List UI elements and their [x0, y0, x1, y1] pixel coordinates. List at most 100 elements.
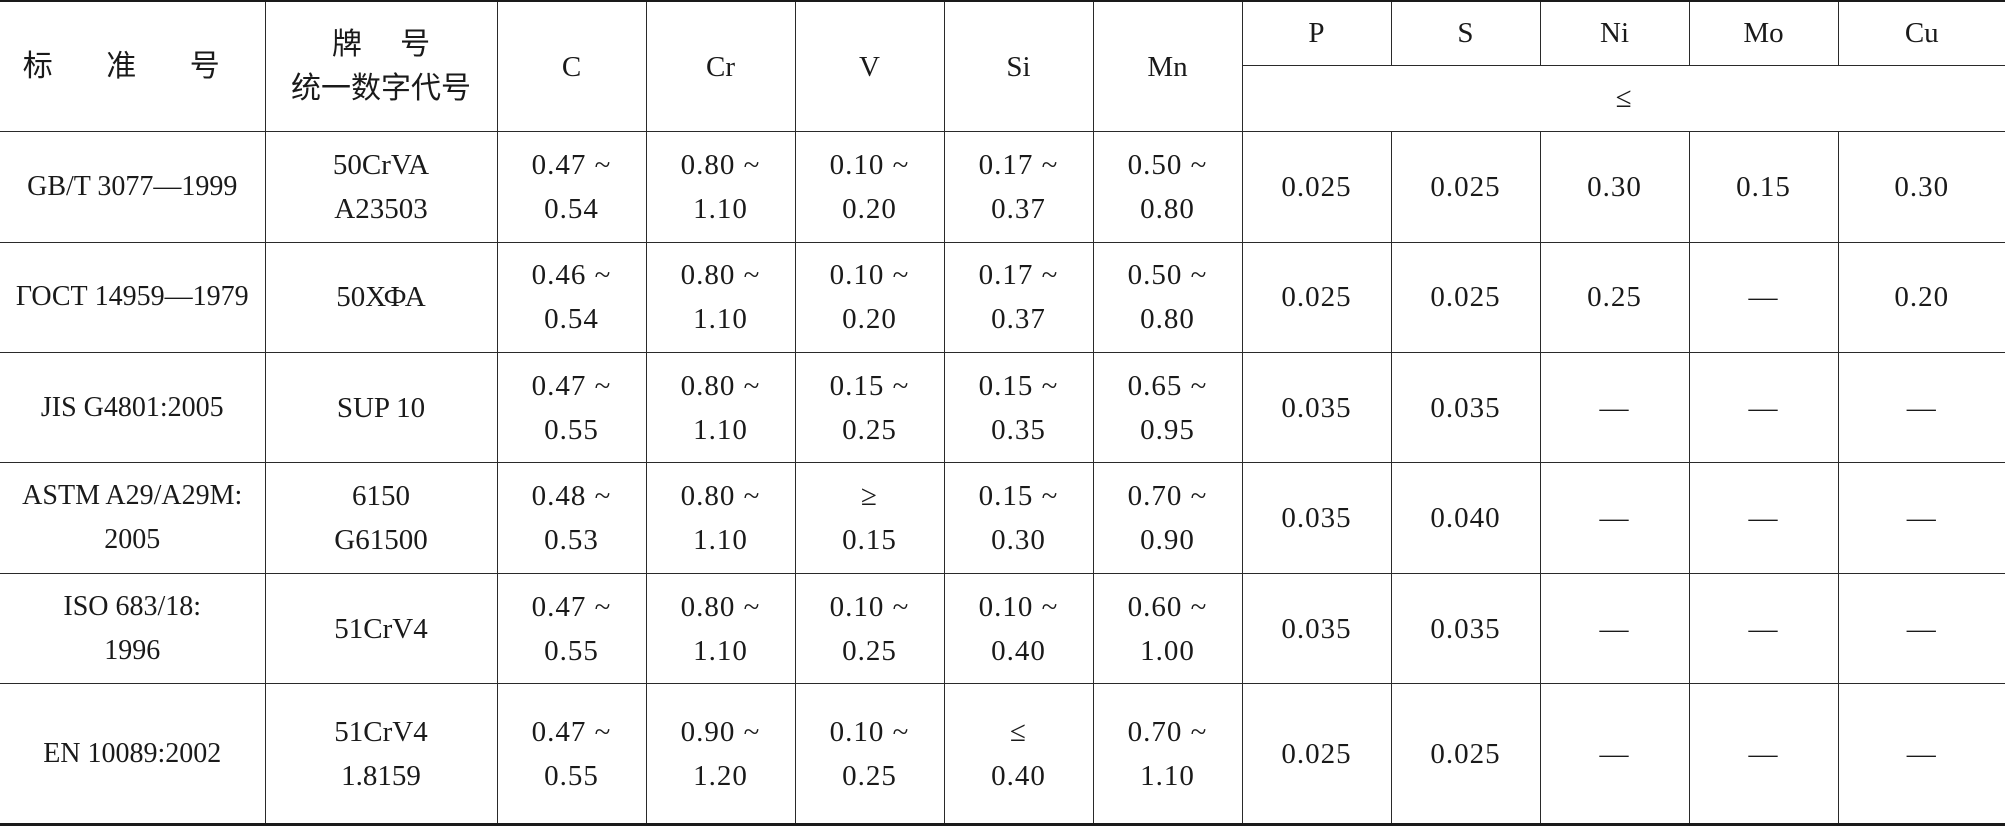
cell-mo: 0.15 — [1688, 131, 1839, 243]
cell-standard-line: 1996 — [104, 634, 161, 666]
cell-cr: 0.80 ~ 1.10 — [645, 572, 796, 685]
cell-v-line: 0.10 ~ — [829, 259, 910, 292]
cell-si-line: ≤ — [1010, 715, 1027, 748]
cell-grade: 50ХФА — [264, 241, 498, 353]
cell-cr: 0.80 ~ 1.10 — [645, 351, 796, 464]
cell-si-line: 0.40 — [991, 634, 1046, 667]
cell-c: 0.47 ~ 0.54 — [496, 131, 647, 243]
cell-si: 0.15 ~ 0.30 — [943, 462, 1094, 574]
cell-cu: — — [1837, 572, 2005, 685]
cell-c-line: 0.46 ~ — [531, 259, 612, 292]
header-grade-line2: 统一数字代号 — [291, 70, 471, 106]
cell-c-line: 0.55 — [544, 634, 599, 667]
cell-mn: 0.70 ~ 0.90 — [1092, 462, 1243, 574]
cell-cu: — — [1837, 351, 2005, 464]
cell-grade-line: 1.8159 — [341, 759, 421, 792]
cell-c-line: 0.47 ~ — [531, 148, 612, 181]
cell-mo: — — [1688, 462, 1839, 574]
cell-c-line: 0.54 — [544, 303, 599, 336]
table-row: GB/T 3077—1999 50CrVA A23503 0.47 ~ 0.54 0.80… — [0, 131, 2005, 243]
cell-s: 0.025 — [1390, 241, 1541, 353]
cell-mo: — — [1688, 572, 1839, 685]
cell-v-line: 0.25 — [842, 413, 897, 446]
cell-standard-line: EN 10089:2002 — [43, 737, 222, 769]
cell-standard: GB/T 3077—1999 — [0, 131, 266, 243]
cell-mn-line: 0.60 ~ — [1127, 590, 1208, 623]
cell-mn-line: 0.80 — [1140, 303, 1195, 336]
cell-c: 0.47 ~ 0.55 — [496, 683, 647, 825]
cell-mn: 0.50 ~ 0.80 — [1092, 241, 1243, 353]
cell-v-line: 0.25 — [842, 759, 897, 792]
cell-p: 0.025 — [1241, 241, 1392, 353]
header-element-cu: Cu — [1837, 0, 2005, 66]
cell-grade-line: 51CrV4 — [334, 715, 428, 748]
cell-mn-line: 0.70 ~ — [1127, 480, 1208, 513]
cell-v: ≥0.15 — [794, 462, 945, 574]
cell-s: 0.035 — [1390, 351, 1541, 464]
cell-cu: — — [1837, 462, 2005, 574]
cell-cr-line: 1.10 — [693, 634, 748, 667]
cell-cr-line: 1.10 — [693, 192, 748, 225]
cell-c-line: 0.47 ~ — [531, 369, 612, 402]
cell-si-line: 0.35 — [991, 413, 1046, 446]
cell-standard: JIS G4801:2005 — [0, 351, 266, 464]
header-element-c: C — [496, 0, 647, 133]
table-row: EN 10089:2002 51CrV4 1.8159 0.47 ~ 0.55 0.90 … — [0, 683, 2005, 825]
cell-si-line: 0.15 ~ — [978, 369, 1059, 402]
cell-c-line: 0.47 ~ — [531, 715, 612, 748]
header-standard-no: 标 准 号 — [0, 0, 266, 133]
cell-v: 0.10 ~ 0.25 — [794, 572, 945, 685]
cell-v-line: 0.10 ~ — [829, 715, 910, 748]
cell-c: 0.47 ~ 0.55 — [496, 572, 647, 685]
cell-cr-line: 1.10 — [693, 413, 748, 446]
cell-cr-line: 1.10 — [693, 524, 748, 557]
cell-si-line: 0.37 — [991, 192, 1046, 225]
cell-standard-line: GB/T 3077—1999 — [27, 170, 238, 202]
cell-c-line: 0.55 — [544, 759, 599, 792]
cell-mn: 0.50 ~ 0.80 — [1092, 131, 1243, 243]
cell-grade-line: 50ХФА — [336, 281, 426, 314]
header-row-1: 标 准 号 牌 号 统一数字代号 C Cr V Si Mn P S Ni Mo … — [0, 0, 2005, 133]
cell-standard-line: ГОСТ 14959—1979 — [15, 281, 249, 313]
table-row: JIS G4801:2005 SUP 10 0.47 ~ 0.55 0.80 ~ 1.10… — [0, 351, 2005, 464]
cell-grade-line: SUP 10 — [336, 391, 426, 424]
header-standard-no-label: 标 准 号 — [22, 48, 242, 84]
header-row-2: ≤ — [0, 64, 2005, 133]
header-element-mn: Mn — [1092, 0, 1243, 133]
cell-mn-line: 1.00 — [1140, 634, 1195, 667]
cell-si-line: 0.37 — [991, 303, 1046, 336]
cell-v-line: ≥ — [861, 480, 878, 513]
cell-mn-line: 0.80 — [1140, 192, 1195, 225]
cell-standard-line: 2005 — [104, 524, 161, 556]
cell-cr-line: 0.80 ~ — [680, 148, 761, 181]
cell-si: 0.17 ~ 0.37 — [943, 131, 1094, 243]
cell-ni: — — [1539, 351, 1690, 464]
cell-cr: 0.80 ~ 1.10 — [645, 131, 796, 243]
cell-grade-line: 6150 — [352, 480, 410, 513]
header-element-p: P — [1241, 0, 1392, 66]
cell-si-line: 0.17 ~ — [978, 148, 1059, 181]
cell-s: 0.025 — [1390, 131, 1541, 243]
header-element-s: S — [1390, 0, 1541, 66]
cell-standard-line: JIS G4801:2005 — [40, 391, 224, 423]
cell-v-line: 0.10 ~ — [829, 148, 910, 181]
cell-c: 0.47 ~ 0.55 — [496, 351, 647, 464]
cell-standard: ASTM A29/A29M: 2005 — [0, 462, 266, 574]
cell-v-line: 0.15 ~ — [829, 369, 910, 402]
cell-cr-line: 0.80 ~ — [680, 259, 761, 292]
cell-v: 0.15 ~ 0.25 — [794, 351, 945, 464]
cell-cr-line: 0.80 ~ — [680, 590, 761, 623]
table-row: ГОСТ 14959—1979 50ХФА 0.46 ~ 0.54 0.80 ~ 1.10… — [0, 241, 2005, 353]
header-element-mo: Mo — [1688, 0, 1839, 66]
cell-v-line: 0.25 — [842, 634, 897, 667]
cell-standard: ISO 683/18: 1996 — [0, 572, 266, 685]
cell-grade-line: G61500 — [334, 524, 428, 557]
cell-cr-line: 1.10 — [693, 303, 748, 336]
cell-s: 0.035 — [1390, 572, 1541, 685]
cell-c-line: 0.47 ~ — [531, 590, 612, 623]
cell-cr: 0.90 ~ 1.20 — [645, 683, 796, 825]
cell-grade: 50CrVA A23503 — [264, 131, 498, 243]
cell-mo: — — [1688, 683, 1839, 825]
